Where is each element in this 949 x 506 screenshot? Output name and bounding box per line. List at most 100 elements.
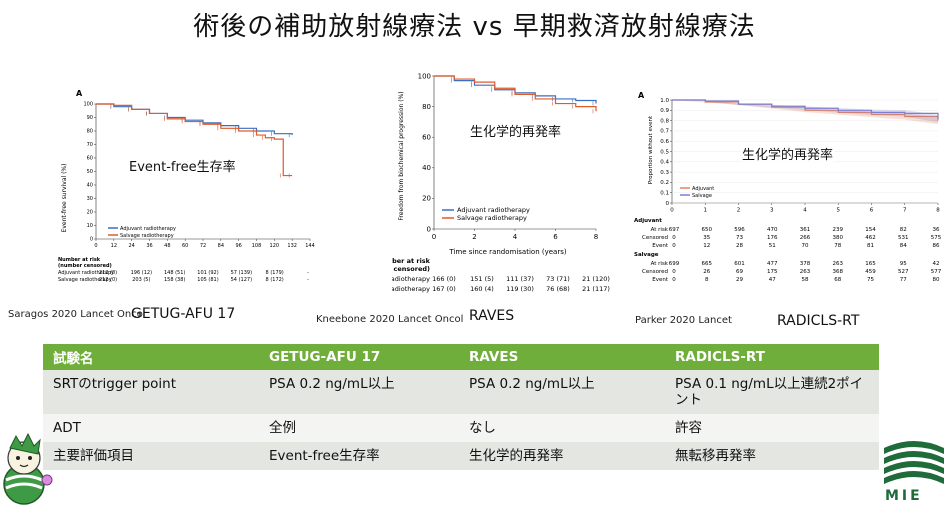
radicls-y-tick-label: 0.2: [660, 180, 669, 186]
radicls-risk-value: 84: [900, 243, 907, 249]
radicls-risk-value: 0: [672, 277, 676, 283]
radicls-risk-value: 26: [703, 269, 710, 275]
getug-risk-label-adjuvant: Adjuvant radiotherapy: [58, 270, 114, 276]
raves-citation: Kneebone 2020 Lancet Oncol: [316, 314, 464, 325]
radicls-sal-atrisk-label: At risk: [651, 261, 669, 267]
radicls-km-plot: A Proportion without event 0 1 2 3 4 5 6 7 8 0 0.1…: [632, 90, 946, 290]
radicls-risk-value: 73: [736, 235, 743, 241]
raves-x-tick-label: 2: [472, 233, 476, 241]
raves-risk-table: Number at risk (number censored) Adjuvan…: [392, 257, 610, 293]
getug-risk-header-1: Number at risk: [58, 257, 101, 263]
getug-x-tick-label: 12: [111, 243, 117, 249]
radicls-series-line-1: [672, 99, 939, 119]
getug-citation: Saragos 2020 Lancet Oncol: [8, 309, 146, 320]
radicls-risk-value: 0: [672, 269, 676, 275]
raves-x-tick-label: 0: [432, 233, 436, 241]
getug-y-tick-label: 100: [83, 102, 93, 108]
getug-y-tick-label: 70: [87, 142, 93, 148]
raves-risk-value: 151 (5): [470, 275, 494, 283]
radicls-x-tick-label: 5: [837, 208, 841, 214]
raves-risk-header-1: Number at risk: [392, 257, 431, 265]
radicls-legend-adjuvant: Adjuvant: [692, 186, 714, 192]
raves-risk-value: 111 (37): [506, 275, 534, 283]
radicls-risk-value: 42: [933, 261, 940, 267]
getug-risk-value: 212 (0): [99, 277, 117, 283]
radicls-y-tick-label: 0.8: [660, 118, 669, 124]
radicls-ylabel: Proportion without event: [648, 115, 654, 184]
raves-xlabel: Time since randomisation (years): [448, 248, 566, 256]
getug-risk-value: 148 (51): [164, 270, 185, 276]
radicls-risk-value: 575: [931, 235, 942, 241]
radicls-y-tick-label: 1.0: [660, 98, 669, 104]
radicls-ci-band-0: [672, 100, 938, 125]
getug-risk-value: 158 (38): [164, 277, 185, 283]
radicls-sal-event-label: Event: [652, 277, 669, 283]
raves-risk-value: 160 (4): [470, 285, 494, 293]
radicls-risk-value: 29: [736, 277, 743, 283]
table-cell: 許容: [665, 414, 879, 442]
radicls-risk-value: 176: [767, 235, 778, 241]
getug-x-tick-label: 72: [200, 243, 206, 249]
radicls-risk-value: 368: [833, 269, 844, 275]
radicls-risk-value: 82: [900, 227, 907, 233]
getug-legend-adjuvant: Adjuvant radiotherapy: [120, 226, 176, 232]
getug-y-tick-label: 40: [87, 183, 93, 189]
radicls-risk-value: 527: [898, 269, 909, 275]
table-cell: 生化学的再発率: [459, 442, 665, 470]
radicls-risk-value: 650: [702, 227, 713, 233]
getug-risk-value: 196 (12): [131, 270, 152, 276]
radicls-risk-value: 77: [900, 277, 907, 283]
radicls-adj-censored-label: Censored: [642, 235, 668, 241]
getug-x-tick-label: 24: [128, 243, 134, 249]
radicls-risk-value: 78: [834, 243, 841, 249]
getug-risk-value: 105 (81): [197, 277, 218, 283]
radicls-legend: Adjuvant Salvage: [680, 186, 714, 199]
getug-risk-value: 54 (127): [231, 277, 252, 283]
radicls-x-tick-label: 8: [936, 208, 940, 214]
radicls-adj-event-label: Event: [652, 243, 669, 249]
getug-risk-value: 8 (172): [266, 277, 284, 283]
radicls-y-tick-label: 0.9: [660, 108, 669, 114]
radicls-risk-value: 531: [898, 235, 909, 241]
raves-trial-name: RAVES: [469, 308, 515, 324]
getug-risk-value: 101 (92): [197, 270, 218, 276]
raves-km-plot: Freedom from biochemical progression (%)…: [392, 66, 612, 302]
radicls-risk-value: 28: [736, 243, 743, 249]
mie-logo-text: MIE: [885, 488, 923, 504]
getug-x-tick-label: 132: [287, 243, 297, 249]
table-row: 主要評価項目 Event-free生存率 生化学的再発率 無転移再発率: [43, 442, 879, 470]
radicls-risk-value: 8: [705, 277, 709, 283]
radicls-risk-values: 697 650 596 470 361 239 154 82 360 35 73 176 266 380 4…: [669, 227, 942, 283]
getug-risk-value: -: [307, 270, 309, 276]
getug-ylabel: Event-free survival (%): [61, 164, 68, 233]
table-cell: SRTのtrigger point: [43, 370, 259, 414]
raves-risk-header-2: (number censored): [392, 265, 430, 273]
radicls-group-adjuvant: Adjuvant: [634, 218, 662, 224]
getug-risk-values: 212 (0) 196 (12) 148 (51) 101 (92) 57 (139) 8…: [99, 270, 309, 283]
raves-risk-value: 21 (117): [582, 285, 610, 293]
radicls-y-tick-label: 0.5: [660, 149, 669, 155]
getug-risk-table: Number at risk (number censored) Adjuvan…: [58, 257, 309, 283]
raves-risk-label-adjuvant: Adjuvant radiotherapy: [392, 275, 430, 283]
getug-panel-letter: A: [76, 89, 83, 98]
radicls-risk-value: 165: [865, 261, 876, 267]
raves-risk-value: 73 (71): [546, 275, 570, 283]
radicls-risk-value: 266: [800, 235, 811, 241]
radicls-x-tick-label: 2: [737, 208, 741, 214]
getug-y-tick-label: 80: [87, 129, 93, 135]
radicls-group-salvage: Salvage: [634, 252, 659, 258]
raves-km-svg: Freedom from biochemical progression (%)…: [392, 72, 610, 293]
radicls-risk-value: 175: [767, 269, 778, 275]
radicls-risk-value: 378: [800, 261, 811, 267]
radicls-sal-censored-label: Censored: [642, 269, 668, 275]
radicls-risk-value: 665: [702, 261, 713, 267]
raves-y-tick-label: 0: [427, 225, 431, 233]
getug-legend: Adjuvant radiotherapy Salvage radiothera…: [108, 226, 176, 239]
getug-km-svg: A Event-free survival (%) 0 12 24 36 48 60 72 8…: [58, 89, 315, 283]
raves-legend-salvage: Salvage radiotherapy: [457, 214, 527, 222]
raves-series-line-1: [434, 75, 597, 112]
getug-y-tick-label: 60: [87, 156, 93, 162]
getug-risk-value: 212 (0): [99, 270, 117, 276]
radicls-risk-value: 95: [900, 261, 907, 267]
radicls-y-tick-label: 0.4: [660, 160, 669, 166]
